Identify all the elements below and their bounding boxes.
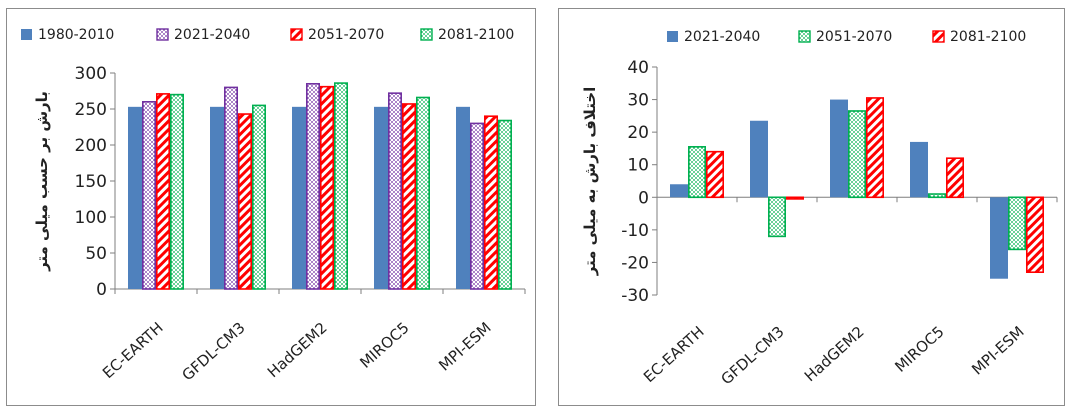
legend-label-2081-2100: 2081-2100 — [438, 27, 514, 43]
legend-label-2021-2040: 2021-2040 — [684, 29, 760, 45]
bar-hadgem2-2021-2040 — [830, 99, 848, 198]
bar-mpi-esm-2051-2070 — [483, 115, 498, 290]
x-tick-label-ec-earth: EC-EARTH — [99, 319, 167, 382]
legend-swatch-2021-2040 — [667, 31, 678, 42]
y-tick-label-200: 200 — [75, 136, 107, 156]
legend-swatch-2081-2100 — [932, 30, 945, 43]
y-tick-label-10: 10 — [627, 156, 649, 176]
chart-panel-precipitation: 1980-2010 2021-2040 2051-2070 2081-2100 0 50 1… — [6, 8, 536, 406]
x-tick-label-hadgem2: HadGEM2 — [801, 323, 868, 386]
legend: 2021-2040 2051-2070 2081-2100 — [667, 29, 1026, 45]
bar-ec-earth-1980-2010 — [128, 106, 142, 289]
bar-hadgem2-2081-2100 — [333, 82, 348, 290]
x-tick-label-ec-earth: EC-EARTH — [640, 323, 708, 386]
y-tick-label-0: 0 — [96, 280, 107, 300]
y-tick-label-20: 20 — [627, 123, 649, 143]
legend-label-2021-2040: 2021-2040 — [174, 27, 250, 43]
legend-label-2081-2100: 2081-2100 — [950, 29, 1026, 45]
bar-gfdl-cm3-2081-2100 — [252, 104, 267, 290]
bar-mpi-esm-2021-2040 — [469, 122, 484, 290]
bar-mpi-esm-2051-2070 — [1007, 196, 1026, 251]
legend-swatch-1980-2010 — [21, 29, 32, 40]
y-tick-label-250: 250 — [75, 100, 107, 120]
bar-hadgem2-2081-2100 — [865, 97, 884, 199]
y-tick-label--20: -20 — [621, 253, 649, 273]
y-tick-label-300: 300 — [75, 64, 107, 84]
legend-label-1980-2010: 1980-2010 — [38, 27, 114, 43]
bar-gfdl-cm3-2081-2100 — [786, 196, 805, 200]
bar-ec-earth-2081-2100 — [170, 93, 185, 290]
bar-gfdl-cm3-2051-2070 — [238, 113, 253, 290]
x-tick-label-gfdl-cm3: GFDL-CM3 — [717, 323, 787, 389]
bar-hadgem2-2051-2070 — [319, 85, 334, 290]
bar-ec-earth-2081-2100 — [706, 150, 725, 199]
x-tick-label-miroc5: MIROC5 — [356, 319, 412, 372]
legend-label-2051-2070: 2051-2070 — [816, 29, 892, 45]
y-tick-label-0: 0 — [638, 188, 649, 208]
legend-swatch-2051-2070 — [798, 30, 811, 43]
bar-gfdl-cm3-1980-2010 — [210, 106, 224, 289]
y-tick-label--10: -10 — [621, 221, 649, 241]
precipitation-difference-chart: 2021-2040 2051-2070 2081-2100 -30 -20 -10 0 10 2… — [581, 29, 1058, 389]
bar-gfdl-cm3-2021-2040 — [224, 86, 239, 290]
y-tick-label--30: -30 — [621, 286, 649, 306]
x-tick-label-miroc5: MIROC5 — [891, 323, 947, 376]
bar-hadgem2-2021-2040 — [305, 83, 320, 290]
bar-mpi-esm-1980-2010 — [456, 106, 470, 289]
bar-ec-earth-2051-2070 — [156, 93, 171, 290]
y-tick-label-50: 50 — [85, 244, 107, 264]
legend-label-2051-2070: 2051-2070 — [308, 27, 384, 43]
x-tick-label-mpi-esm: MPI-ESM — [435, 319, 494, 375]
y-tick-label-40: 40 — [627, 58, 649, 78]
bar-miroc5-2051-2070 — [927, 193, 946, 199]
bar-ec-earth-2021-2040 — [142, 101, 157, 290]
legend-swatch-2021-2040 — [156, 28, 169, 41]
bar-gfdl-cm3-2051-2070 — [768, 196, 787, 238]
bar-hadgem2-1980-2010 — [292, 106, 306, 289]
bar-mpi-esm-2021-2040 — [990, 197, 1008, 279]
bar-miroc5-2081-2100 — [945, 157, 964, 199]
bar-mpi-esm-2081-2100 — [497, 119, 512, 290]
y-tick-label-150: 150 — [75, 172, 107, 192]
x-tick-label-mpi-esm: MPI-ESM — [968, 323, 1027, 379]
bar-ec-earth-2021-2040 — [670, 184, 688, 198]
bar-miroc5-2021-2040 — [910, 141, 928, 198]
bar-hadgem2-2051-2070 — [847, 110, 866, 199]
legend-swatch-2051-2070 — [290, 28, 303, 41]
bar-gfdl-cm3-2021-2040 — [750, 120, 768, 198]
bar-miroc5-2051-2070 — [401, 103, 416, 290]
y-tick-label-30: 30 — [627, 91, 649, 111]
legend-swatch-2081-2100 — [420, 28, 433, 41]
precipitation-chart: 1980-2010 2021-2040 2051-2070 2081-2100 0 50 1… — [21, 27, 526, 385]
y-axis-label: اختلاف بارش به میلی متر — [581, 87, 599, 277]
legend: 1980-2010 2021-2040 2051-2070 2081-2100 — [21, 27, 514, 43]
bar-miroc5-1980-2010 — [374, 106, 388, 289]
x-tick-label-hadgem2: HadGEM2 — [264, 319, 331, 382]
bar-ec-earth-2051-2070 — [688, 146, 707, 199]
bar-miroc5-2081-2100 — [415, 96, 430, 290]
bar-mpi-esm-2081-2100 — [1025, 196, 1044, 274]
x-tick-label-gfdl-cm3: GFDL-CM3 — [178, 319, 248, 385]
chart-panel-precipitation-difference: 2021-2040 2051-2070 2081-2100 -30 -20 -10 0 10 2… — [558, 8, 1065, 406]
bar-miroc5-2021-2040 — [387, 92, 402, 290]
y-axis-label: بارش بر حسب میلی متر — [33, 91, 51, 272]
y-tick-label-100: 100 — [75, 208, 107, 228]
